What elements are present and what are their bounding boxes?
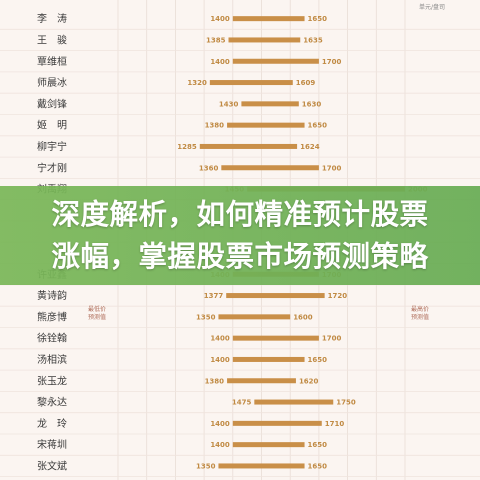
high-value-label: 1700 bbox=[322, 335, 342, 343]
low-value-label: 1400 bbox=[210, 58, 230, 66]
high-value-label: 1624 bbox=[300, 143, 320, 151]
range-bar bbox=[232, 58, 319, 64]
low-value-label: 1400 bbox=[210, 441, 230, 449]
high-value-label: 1750 bbox=[336, 399, 356, 407]
row-name: 覃维桓 bbox=[37, 55, 67, 68]
range-bar bbox=[232, 356, 305, 362]
high-value-label: 1650 bbox=[308, 356, 328, 364]
low-value-label: 1400 bbox=[210, 356, 230, 364]
row-name: 黄诗韵 bbox=[37, 289, 67, 302]
low-value-label: 1400 bbox=[210, 420, 230, 428]
range-bar bbox=[232, 335, 319, 341]
low-value-label: 1400 bbox=[210, 335, 230, 343]
high-value-label: 1650 bbox=[308, 122, 328, 130]
range-bar bbox=[232, 420, 322, 426]
range-bar bbox=[218, 314, 291, 320]
row-name: 师晨冰 bbox=[37, 76, 67, 89]
unit-label: 单元/盘司 bbox=[419, 3, 445, 11]
high-value-label: 1700 bbox=[322, 164, 342, 172]
range-bar bbox=[199, 143, 298, 149]
range-bar bbox=[228, 37, 301, 43]
range-bar bbox=[241, 101, 299, 107]
high-value-label: 1600 bbox=[293, 313, 313, 321]
high-value-label: 1650 bbox=[308, 441, 328, 449]
range-bar bbox=[232, 442, 305, 448]
banner-line-2: 涨幅，掌握股票市场预测策略 bbox=[51, 239, 429, 273]
low-value-label: 1380 bbox=[205, 377, 225, 385]
range-bar bbox=[226, 293, 325, 299]
row-name: 熊彦博 bbox=[37, 310, 67, 323]
high-value-label: 1620 bbox=[299, 377, 319, 385]
range-bar bbox=[227, 378, 296, 384]
row-name: 宁才刚 bbox=[37, 161, 67, 174]
low-side-label: 最低价 bbox=[88, 305, 106, 313]
low-value-label: 1350 bbox=[196, 313, 216, 321]
low-value-label: 1385 bbox=[206, 36, 226, 44]
range-bar bbox=[218, 463, 305, 469]
low-value-label: 1400 bbox=[210, 15, 230, 23]
high-value-label: 1650 bbox=[308, 15, 328, 23]
row-name: 柳宇宁 bbox=[37, 140, 67, 153]
low-value-label: 1285 bbox=[177, 143, 197, 151]
low-value-label: 1377 bbox=[204, 292, 224, 300]
range-bar bbox=[254, 399, 334, 405]
low-value-label: 1350 bbox=[196, 462, 216, 470]
range-bar bbox=[221, 165, 319, 171]
high-value-label: 1635 bbox=[303, 36, 323, 44]
row-name: 张玉龙 bbox=[37, 374, 67, 387]
low-value-label: 1430 bbox=[219, 100, 239, 108]
high-value-label: 1609 bbox=[296, 79, 316, 87]
row-name: 李 涛 bbox=[37, 12, 67, 25]
high-value-label: 1720 bbox=[328, 292, 348, 300]
range-bar bbox=[232, 16, 305, 22]
high-side-label: 预测值 bbox=[411, 313, 429, 321]
range-bar bbox=[209, 80, 293, 86]
low-value-label: 1475 bbox=[232, 399, 252, 407]
row-name: 戴剑锋 bbox=[37, 97, 67, 110]
row-name: 张文斌 bbox=[37, 459, 67, 472]
high-value-label: 1700 bbox=[322, 58, 342, 66]
row-name: 姬 明 bbox=[37, 119, 67, 132]
high-value-label: 1630 bbox=[302, 100, 322, 108]
row-name: 王 骏 bbox=[37, 33, 67, 46]
high-value-label: 1650 bbox=[308, 462, 328, 470]
row-name: 汤相滨 bbox=[37, 353, 67, 366]
low-value-label: 1360 bbox=[199, 164, 219, 172]
banner-line-1: 深度解析，如何精准预计股票 bbox=[51, 197, 429, 231]
high-side-label: 最高价 bbox=[411, 305, 429, 313]
row-name: 徐铨翰 bbox=[37, 332, 67, 345]
row-name: 宋蒋圳 bbox=[37, 438, 67, 451]
row-name: 龙 玲 bbox=[37, 417, 67, 430]
low-value-label: 1380 bbox=[205, 122, 225, 130]
low-value-label: 1320 bbox=[187, 79, 207, 87]
title-banner: 深度解析，如何精准预计股票 涨幅，掌握股票市场预测策略 bbox=[0, 186, 480, 285]
low-side-label: 预测值 bbox=[88, 313, 106, 321]
high-value-label: 1710 bbox=[325, 420, 345, 428]
range-bar bbox=[227, 122, 305, 128]
row-name: 黎永达 bbox=[37, 396, 67, 409]
